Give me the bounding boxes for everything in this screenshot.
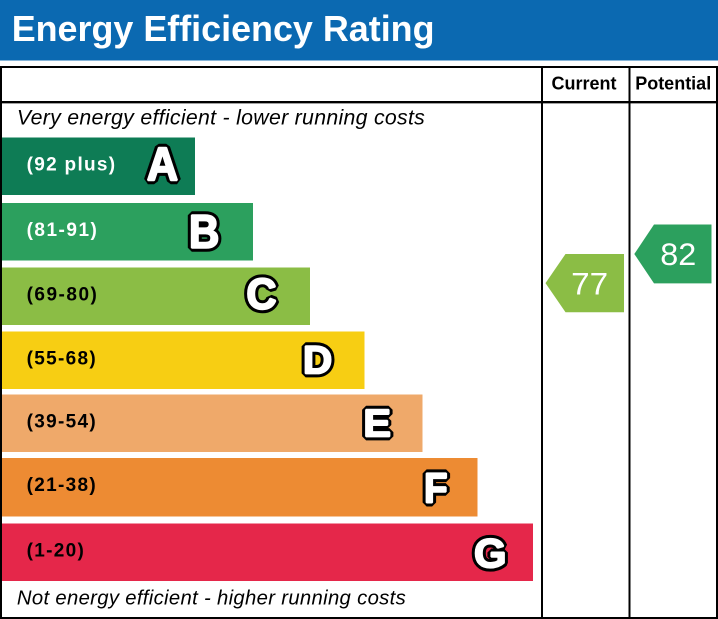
- svg-text:Potential: Potential: [635, 73, 711, 93]
- svg-text:(1-20): (1-20): [27, 541, 85, 562]
- svg-text:82: 82: [660, 236, 696, 272]
- svg-text:(81-91): (81-91): [27, 220, 99, 241]
- svg-text:(55-68): (55-68): [27, 349, 97, 370]
- svg-text:Not energy efficient - higher: Not energy efficient - higher running co…: [17, 588, 406, 610]
- svg-text:(39-54): (39-54): [27, 412, 97, 433]
- svg-text:Very energy efficient - lower: Very energy efficient - lower running co…: [17, 105, 425, 129]
- svg-text:(21-38): (21-38): [27, 475, 97, 496]
- svg-text:Current: Current: [551, 73, 616, 93]
- svg-text:77: 77: [571, 266, 608, 302]
- svg-text:(69-80): (69-80): [27, 285, 99, 306]
- svg-text:(92 plus): (92 plus): [27, 155, 117, 176]
- svg-text:Energy Efficiency Rating: Energy Efficiency Rating: [12, 9, 435, 49]
